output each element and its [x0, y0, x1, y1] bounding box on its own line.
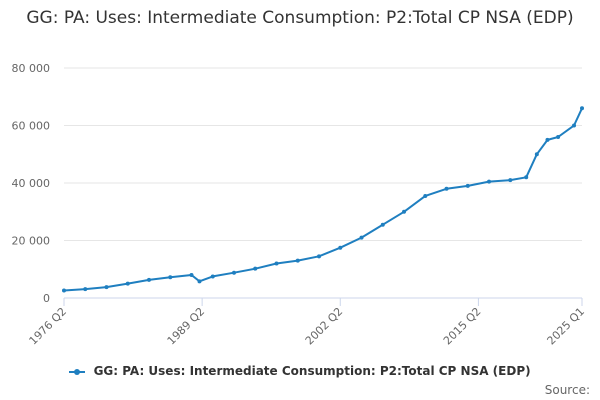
x-axis-tick-labels: 1976 Q2 1989 Q2 2002 Q2 2015 Q2 2025 Q1: [27, 305, 588, 348]
y-tick-label: 0: [43, 292, 50, 305]
x-tick-label: 1989 Q2: [165, 305, 208, 348]
data-point: [338, 245, 343, 250]
data-point: [197, 279, 202, 284]
data-point: [83, 287, 88, 292]
y-tick-label: 60 000: [12, 120, 51, 133]
data-point: [465, 183, 470, 188]
legend[interactable]: GG: PA: Uses: Intermediate Consumption: …: [0, 364, 600, 378]
data-point: [423, 193, 428, 198]
source-credit[interactable]: Source:: [544, 383, 590, 397]
x-tick-label: 1976 Q2: [27, 305, 70, 348]
data-point: [402, 209, 407, 214]
data-point: [380, 222, 385, 227]
x-tick-label: 2015 Q2: [441, 305, 484, 348]
data-point: [524, 175, 529, 180]
y-tick-label: 40 000: [12, 177, 51, 190]
data-point: [232, 270, 237, 275]
data-point: [295, 258, 300, 263]
data-point: [545, 137, 550, 142]
y-tick-label: 20 000: [12, 235, 51, 248]
data-point: [444, 186, 449, 191]
legend-line-marker: [69, 368, 86, 375]
y-axis-tick-labels: 0 20 000 40 000 60 000 80 000: [12, 62, 51, 305]
chart-title: GG: PA: Uses: Intermediate Consumption: …: [26, 8, 574, 28]
data-point: [147, 277, 152, 282]
data-point: [580, 106, 584, 111]
data-point: [125, 281, 130, 286]
data-point: [487, 179, 492, 184]
data-point: [274, 261, 279, 266]
data-point: [253, 266, 258, 271]
data-point: [508, 178, 513, 183]
y-tick-label: 80 000: [12, 62, 51, 75]
data-point: [62, 288, 66, 293]
legend-label: GG: PA: Uses: Intermediate Consumption: …: [93, 364, 531, 378]
x-tick-label: 2025 Q1: [545, 305, 588, 348]
data-point: [556, 135, 561, 139]
data-point: [168, 275, 173, 280]
data-point: [572, 123, 577, 128]
data-point: [534, 152, 539, 157]
data-point: [189, 273, 194, 277]
data-point: [210, 274, 215, 279]
series-group: [62, 106, 584, 293]
series-line: [63, 107, 583, 292]
data-point: [317, 254, 322, 259]
x-axis: [63, 297, 583, 306]
x-tick-label: 2002 Q2: [303, 305, 346, 348]
data-point: [104, 285, 109, 290]
gridlines: [64, 67, 582, 241]
data-point: [359, 235, 364, 240]
